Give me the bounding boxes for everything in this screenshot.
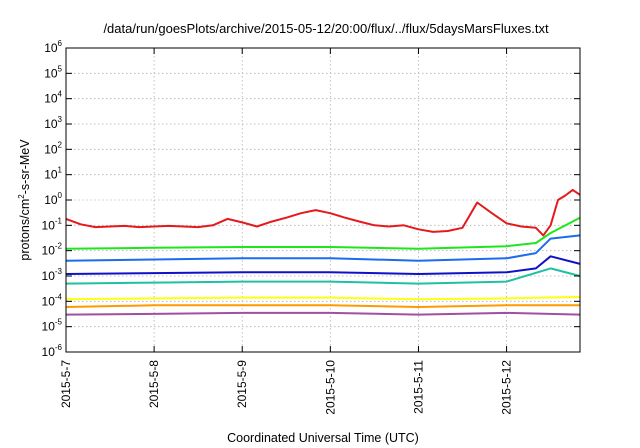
y-tick-label: 10-5 bbox=[42, 318, 63, 334]
y-tick-base: 10 bbox=[42, 345, 56, 359]
y-tick-exponent: -5 bbox=[55, 318, 63, 327]
y-tick-label: 10-2 bbox=[42, 242, 63, 258]
x-tick-label: 2015-5-7 bbox=[59, 360, 73, 408]
y-tick-label: 106 bbox=[44, 39, 62, 55]
y-tick-label: 101 bbox=[44, 166, 62, 182]
y-tick-base: 10 bbox=[44, 117, 58, 131]
y-tick-label: 10-4 bbox=[42, 292, 63, 308]
y-tick-label: 102 bbox=[44, 140, 62, 156]
y-axis-label-sup: 2 bbox=[17, 194, 26, 199]
y-tick-base: 10 bbox=[42, 218, 56, 232]
x-tick-label: 2015-5-12 bbox=[500, 360, 514, 415]
x-tick-label: 2015-5-10 bbox=[323, 360, 337, 415]
y-tick-label: 10-6 bbox=[42, 343, 63, 359]
y-tick-base: 10 bbox=[44, 41, 58, 55]
x-tick-label: 2015-5-9 bbox=[235, 360, 249, 408]
y-tick-exponent: 3 bbox=[58, 115, 63, 124]
y-axis-label: protons/cm2-s-sr-MeV bbox=[17, 139, 32, 261]
y-tick-exponent: 5 bbox=[58, 64, 63, 73]
grid-lines bbox=[66, 48, 580, 352]
y-tick-base: 10 bbox=[42, 269, 56, 283]
y-tick-base: 10 bbox=[42, 294, 56, 308]
series-line-1 bbox=[65, 188, 581, 237]
series-line-2 bbox=[65, 216, 581, 250]
y-tick-base: 10 bbox=[42, 320, 56, 334]
y-tick-label: 103 bbox=[44, 115, 62, 131]
y-tick-base: 10 bbox=[44, 142, 58, 156]
series-line-3 bbox=[65, 234, 581, 262]
y-tick-exponent: -3 bbox=[55, 267, 63, 276]
x-tick-label: 2015-5-8 bbox=[147, 360, 161, 408]
y-tick-label: 104 bbox=[44, 90, 62, 106]
series-line-4 bbox=[65, 255, 581, 275]
x-tick-label: 2015-5-11 bbox=[411, 360, 425, 414]
y-tick-exponent: -1 bbox=[55, 216, 63, 225]
series-line-7 bbox=[65, 304, 580, 308]
x-tick-labels: 2015-5-7 2015-5-8 2015-5-9 2015-5-10 2015-5-… bbox=[59, 360, 514, 415]
tick-marks bbox=[65, 47, 580, 353]
y-tick-exponent: 1 bbox=[58, 166, 63, 175]
y-tick-base: 10 bbox=[44, 92, 58, 106]
chart-title: /data/run/goesPlots/archive/2015-05-12/2… bbox=[103, 21, 549, 36]
y-tick-exponent: -4 bbox=[55, 292, 63, 301]
series-lines bbox=[65, 188, 581, 316]
y-tick-label: 100 bbox=[44, 191, 62, 207]
series-line-6 bbox=[65, 295, 581, 301]
y-tick-base: 10 bbox=[44, 193, 58, 207]
series-line-8 bbox=[65, 311, 581, 316]
y-tick-exponent: 2 bbox=[58, 140, 63, 149]
y-tick-exponent: 0 bbox=[58, 191, 63, 200]
y-tick-base: 10 bbox=[44, 66, 58, 80]
y-tick-label: 10-3 bbox=[42, 267, 63, 283]
y-tick-labels: 10-610-510-410-310-210-11001011021031041… bbox=[42, 39, 63, 359]
y-axis-label-post: -s-sr-MeV bbox=[18, 139, 32, 195]
y-tick-base: 10 bbox=[42, 244, 56, 258]
series-line-5 bbox=[65, 267, 581, 285]
y-axis-label-pre: protons/cm bbox=[18, 199, 32, 261]
y-tick-exponent: -6 bbox=[55, 343, 63, 352]
y-tick-label: 105 bbox=[44, 64, 62, 80]
y-tick-exponent: 6 bbox=[58, 39, 63, 48]
y-tick-exponent: 4 bbox=[58, 90, 63, 99]
x-axis-label: Coordinated Universal Time (UTC) bbox=[227, 431, 419, 445]
y-tick-label: 10-1 bbox=[42, 216, 63, 232]
y-tick-exponent: -2 bbox=[55, 242, 63, 251]
y-tick-base: 10 bbox=[44, 168, 58, 182]
